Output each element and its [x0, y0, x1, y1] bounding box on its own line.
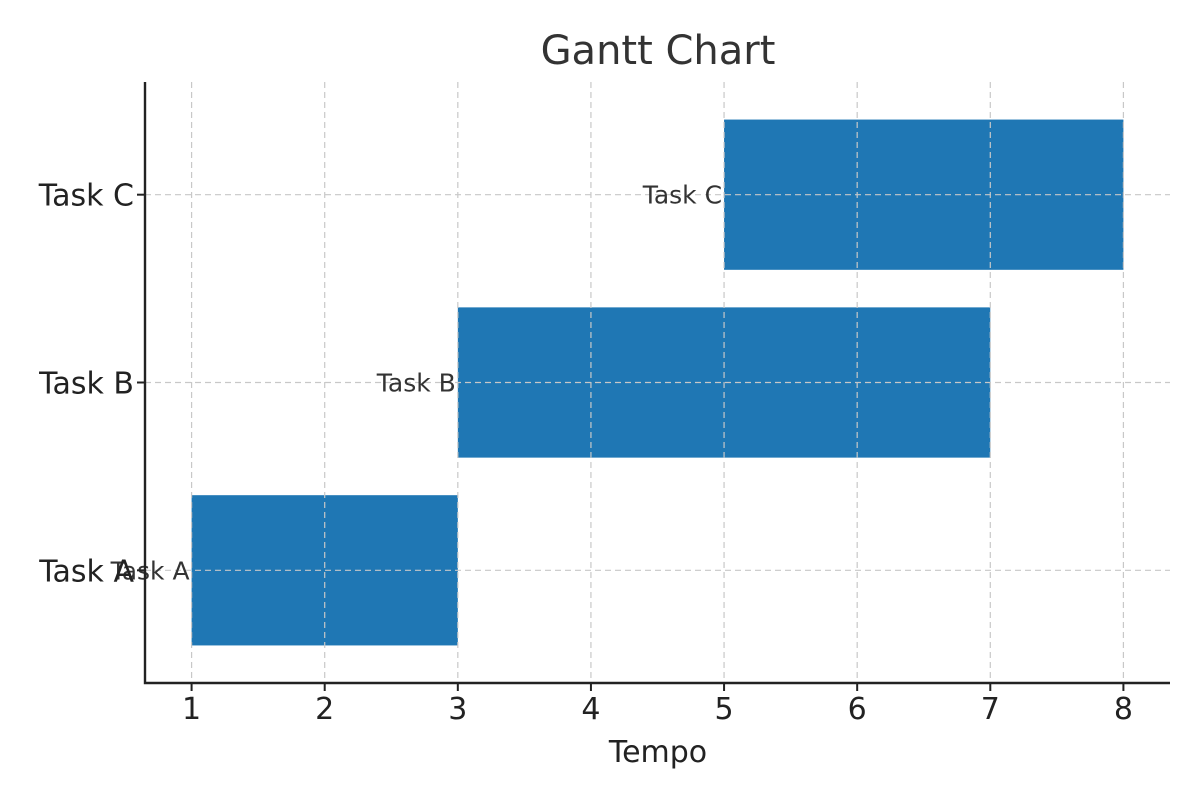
- x-tick-label: 7: [981, 692, 1000, 727]
- x-axis-label: Tempo: [608, 735, 707, 770]
- x-tick-label: 4: [581, 692, 600, 727]
- bar-label: Task B: [376, 369, 456, 398]
- x-tick-label: 5: [715, 692, 734, 727]
- axes-layer: 1 2 3 4 5 6 7 8 Task A Task B Task C: [38, 82, 1170, 727]
- x-tick-label: 1: [182, 692, 201, 727]
- axis-spines: [143, 82, 1170, 685]
- bar-labels-layer: Task A Task B Task C: [110, 181, 722, 586]
- y-tick-label: Task B: [38, 367, 134, 402]
- y-tick-label: Task A: [38, 554, 134, 589]
- x-tick-label: 8: [1114, 692, 1133, 727]
- bar-label: Task C: [642, 181, 722, 210]
- grid-layer: [145, 82, 1170, 683]
- bar-label: Task A: [110, 556, 190, 585]
- x-tick-label: 2: [315, 692, 334, 727]
- x-tick-label: 3: [448, 692, 467, 727]
- gantt-bar: [724, 119, 1124, 270]
- y-tick-label: Task C: [38, 179, 134, 214]
- chart-title: Gantt Chart: [541, 28, 776, 74]
- x-tick-label: 6: [848, 692, 867, 727]
